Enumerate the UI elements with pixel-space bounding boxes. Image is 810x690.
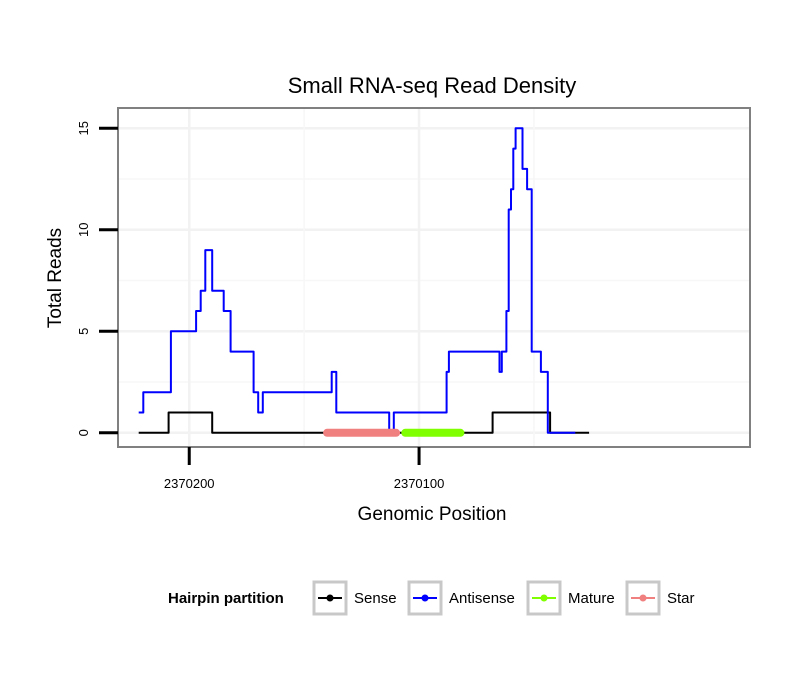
x-tick-label: 2370200 [164, 476, 215, 491]
legend-label-star: Star [667, 590, 695, 607]
series-lines [138, 127, 590, 437]
y-tick-label: 0 [76, 429, 91, 436]
legend: Hairpin partition Sense Antisense Mature St… [168, 580, 695, 616]
y-tick-label: 10 [76, 223, 91, 237]
y-axis-title: Total Reads [45, 228, 66, 328]
series-line-antisense [138, 127, 576, 434]
axes: 0 5 10 15 2370200 2370100 [76, 121, 444, 491]
legend-key-dot [540, 594, 548, 602]
plot-border [117, 107, 751, 448]
grid-lines [118, 108, 750, 447]
x-axis-title: Genomic Position [358, 504, 507, 525]
x-tick-label: 2370100 [394, 476, 445, 491]
legend-label-sense: Sense [354, 590, 397, 607]
legend-label-antisense: Antisense [449, 590, 515, 607]
plot-panel [118, 108, 750, 447]
y-tick-label: 5 [76, 328, 91, 335]
legend-key-dot [326, 594, 334, 602]
legend-key-dot [639, 594, 647, 602]
y-tick-label: 15 [76, 121, 91, 135]
legend-title: Hairpin partition [168, 590, 284, 607]
legend-label-mature: Mature [568, 590, 615, 607]
legend-key-dot [421, 594, 429, 602]
chart-title: Small RNA-seq Read Density [288, 73, 577, 98]
